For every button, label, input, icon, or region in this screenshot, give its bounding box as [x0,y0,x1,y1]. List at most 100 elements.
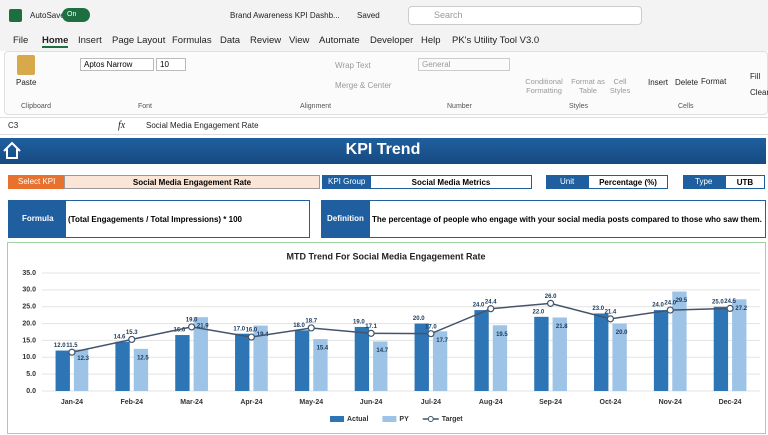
bar [373,341,388,391]
file-name[interactable]: Brand Awareness KPI Dashb... [230,11,340,20]
legend-label: PY [399,416,409,423]
target-marker [68,348,76,356]
fx-button[interactable]: fx [118,120,126,131]
menu-tab[interactable]: File [13,35,29,46]
bar [235,333,250,391]
menu-tab[interactable]: Review [250,35,282,46]
bar [294,330,310,391]
bar [133,348,149,391]
data-label: 24.5 [724,299,736,305]
y-tick-label: 10.0 [22,354,36,361]
group-label: Styles [569,103,589,110]
home-icon[interactable] [2,141,22,160]
menu-tab[interactable]: Data [220,35,241,46]
menu-tab[interactable]: View [289,35,310,46]
format-as-table-button[interactable]: Format as Table [571,77,605,95]
formula-content[interactable]: Social Media Engagement Rate [146,121,259,130]
field-value: Percentage (%) [588,175,668,189]
data-label: 24.4 [485,299,497,305]
data-label: 20.0 [413,316,425,322]
merge-center-button[interactable]: Merge & Center [335,81,392,90]
data-label: 17.0 [425,324,437,330]
data-label: 14.7 [376,348,388,354]
bar [534,316,549,391]
menu-tab[interactable]: PK's Utility Tool V3.0 [452,35,540,46]
data-label: 20.0 [616,330,628,336]
data-label: 18.7 [305,319,317,325]
menu-bar: File Home Insert Page Layout Formulas Data Rev… [0,31,768,51]
data-label: 21.4 [605,309,617,315]
bar [612,323,627,391]
data-label: 24.0 [652,303,664,309]
wrap-text-button[interactable]: Wrap Text [335,61,371,70]
menu-tab[interactable]: Developer [370,35,414,46]
fill-button[interactable]: Fill [750,72,761,81]
group-label: Number [447,103,472,110]
menu-tab[interactable]: Automate [319,35,360,46]
bar [653,310,669,391]
paste-button[interactable]: Paste [16,78,37,87]
definition-text: The percentage of people who engage with… [369,200,766,238]
autosave-toggle[interactable]: On [62,8,90,22]
bar [474,310,489,391]
bar [253,325,268,391]
data-label: 12.5 [137,355,149,361]
menu-tab[interactable]: Page Layout [112,35,166,46]
menu-tab[interactable]: Formulas [172,35,212,46]
bar [175,335,190,391]
clear-button[interactable]: Clear [750,88,768,97]
data-label: 23.0 [592,306,604,312]
target-marker [487,305,495,313]
cell-styles-button[interactable]: Cell Styles [609,77,631,95]
menu-tab[interactable]: Insert [78,35,102,46]
search-box[interactable] [408,6,642,25]
font-name-box[interactable]: Aptos Narrow [80,58,154,71]
y-tick-label: 30.0 [22,287,36,294]
data-label: 29.5 [676,298,688,304]
name-box[interactable]: C3 [8,121,19,130]
data-label: 24.0 [473,303,485,309]
menu-tab[interactable]: Help [421,35,441,46]
insert-button[interactable]: Insert [648,78,669,87]
data-label: 24.0 [664,301,676,307]
format-button[interactable]: Format [701,77,727,86]
field-label: Select KPI [8,175,64,189]
legend-label: Target [442,416,464,423]
target-marker [427,330,435,338]
x-tick-label: Jan-24 [61,399,83,406]
bar [414,323,429,391]
number-format-box[interactable]: General [418,58,510,71]
conditional-formatting-button[interactable]: Conditional Formatting [525,77,563,95]
data-label: 12.0 [54,343,66,349]
y-tick-label: 5.0 [26,371,36,378]
kpi-select[interactable]: Social Media Engagement Rate [64,175,320,189]
data-label: 12.3 [77,356,89,362]
dashboard-title: KPI Trend [345,141,421,158]
header-banner [0,138,766,164]
delete-button[interactable]: Delete [675,78,699,87]
autosave-label: AutoSave [30,11,65,20]
target-marker [128,335,136,344]
save-status: Saved [357,11,380,20]
bar [354,326,370,391]
target-marker [606,315,615,323]
excel-icon[interactable] [9,9,22,22]
y-tick-label: 25.0 [22,304,36,311]
formula-bar [0,117,768,135]
target-marker [726,304,734,313]
paste-icon[interactable] [17,55,35,75]
x-tick-label: Dec-24 [719,399,742,406]
x-tick-label: Mar-24 [180,399,203,406]
x-tick-label: May-24 [299,399,323,406]
x-tick-label: Oct-24 [600,399,622,406]
target-marker [546,299,555,307]
y-tick-label: 0.0 [26,388,36,395]
bar [594,313,609,391]
menu-tab[interactable]: Home [42,35,69,48]
data-label: 18.0 [293,323,305,329]
title-bar [0,0,768,31]
data-label: 19.5 [496,332,508,338]
field-label: KPI Group [322,175,370,189]
font-size-box[interactable]: 10 [156,58,186,71]
